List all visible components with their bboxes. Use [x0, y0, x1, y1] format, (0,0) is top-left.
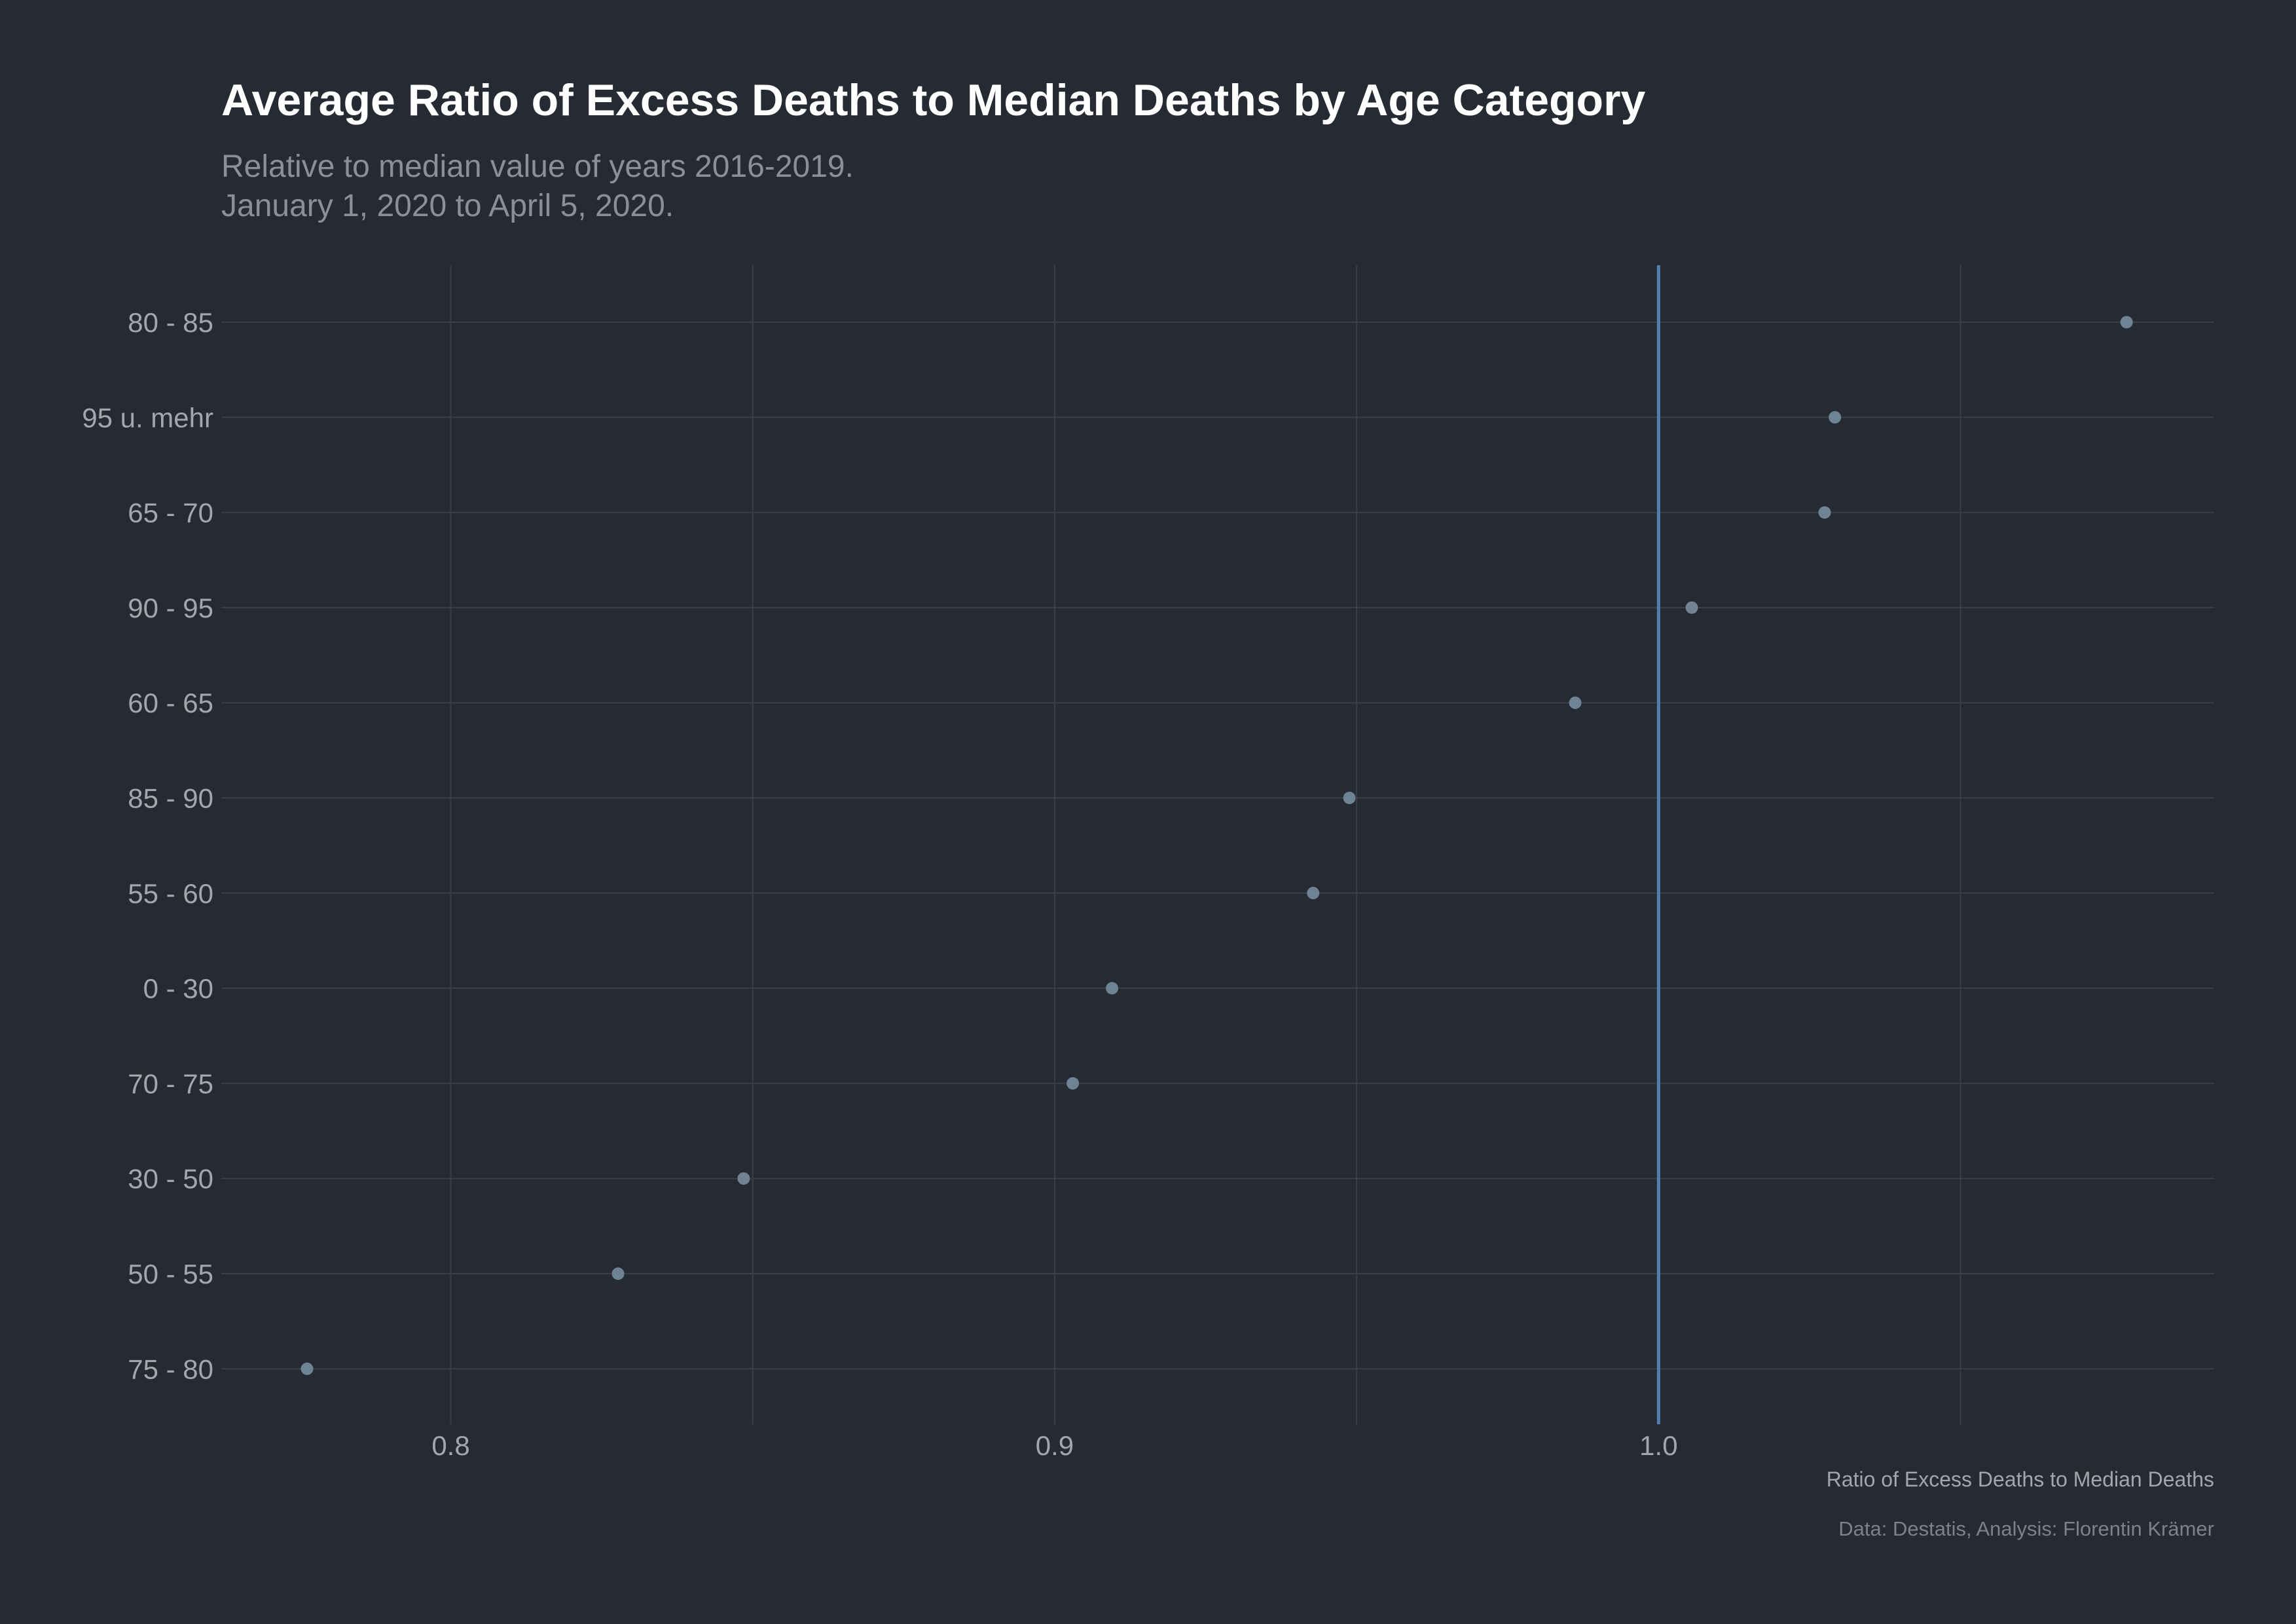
x-axis-labels: 0.8 0.9 1.0 [431, 1430, 1677, 1461]
data-point [1307, 887, 1320, 900]
chart-subtitle-line1: Relative to median value of years 2016-2… [221, 149, 854, 184]
y-tick-label: 85 - 90 [128, 783, 213, 814]
y-tick-label: 70 - 75 [128, 1068, 213, 1099]
data-point [2120, 316, 2133, 329]
data-point [1343, 792, 1356, 804]
y-tick-label: 65 - 70 [128, 498, 213, 528]
chart-title: Average Ratio of Excess Deaths to Median… [221, 75, 1646, 125]
y-tick-label: 0 - 30 [143, 973, 213, 1004]
y-tick-label: 55 - 60 [128, 878, 213, 909]
y-tick-label: 80 - 85 [128, 307, 213, 338]
y-tick-label: 60 - 65 [128, 688, 213, 718]
x-tick-label: 0.8 [431, 1430, 469, 1461]
data-point [1829, 411, 1842, 424]
data-point [1106, 982, 1119, 995]
data-point [737, 1172, 750, 1185]
x-axis-title: Ratio of Excess Deaths to Median Deaths [1827, 1467, 2214, 1491]
x-tick-label: 1.0 [1639, 1430, 1677, 1461]
data-point [301, 1362, 314, 1375]
y-tick-label: 95 u. mehr [82, 402, 213, 433]
x-tick-label: 0.9 [1036, 1430, 1074, 1461]
data-point [1569, 696, 1582, 709]
data-point [611, 1267, 625, 1280]
y-tick-label: 50 - 55 [128, 1259, 213, 1289]
data-point [1685, 601, 1698, 614]
y-tick-label: 30 - 50 [128, 1164, 213, 1194]
y-tick-label: 75 - 80 [128, 1354, 213, 1384]
chart-subtitle-line2: January 1, 2020 to April 5, 2020. [221, 189, 674, 223]
chart-caption: Data: Destatis, Analysis: Florentin Kräm… [1838, 1517, 2214, 1540]
y-axis-labels: 80 - 85 95 u. mehr 65 - 70 90 - 95 60 - 65 85… [82, 307, 213, 1384]
data-point [1066, 1077, 1080, 1090]
y-tick-label: 90 - 95 [128, 593, 213, 623]
data-points-layer [301, 316, 2133, 1375]
data-point [1818, 506, 1831, 519]
grid-layer [221, 265, 2214, 1424]
